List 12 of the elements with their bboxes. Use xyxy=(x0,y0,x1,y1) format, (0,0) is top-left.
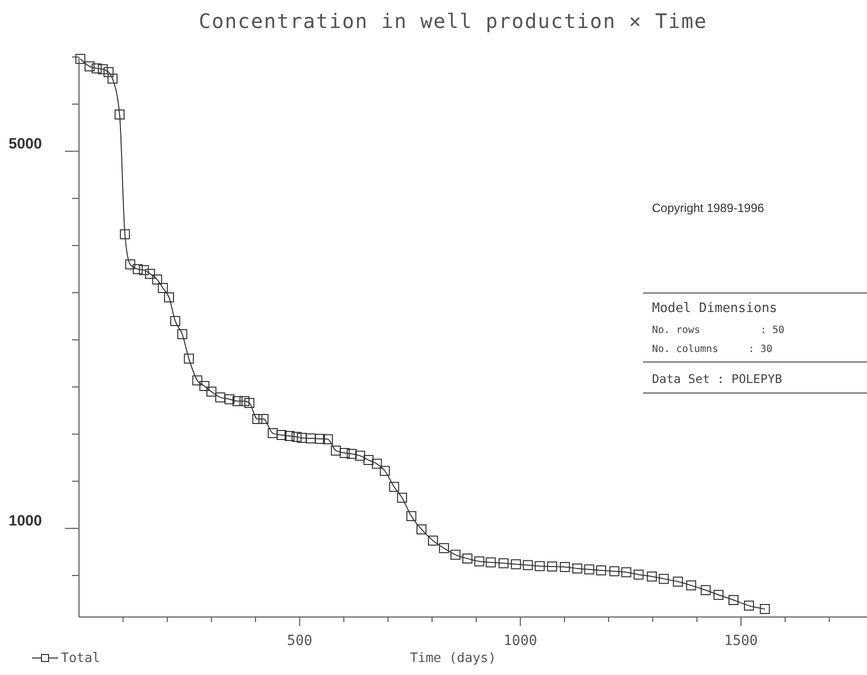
annotation: No. columns : 30 xyxy=(652,344,772,355)
x-tick-label: 500 xyxy=(287,633,312,649)
annotation: Copyright 1989-1996 xyxy=(652,201,764,215)
x-tick-label: 1500 xyxy=(724,633,758,649)
annotation: Model Dimensions xyxy=(652,301,778,316)
x-axis-title: Time (days) xyxy=(410,651,496,666)
x-tick-label: 1000 xyxy=(503,633,538,649)
chart-title: Concentration in well production × Time xyxy=(198,9,708,33)
legend-label: Total xyxy=(61,651,100,666)
annotation: Data Set : POLEPYB xyxy=(652,372,782,386)
y-tick-label: 5000 xyxy=(8,135,42,152)
annotation: No. rows : 50 xyxy=(652,325,784,336)
